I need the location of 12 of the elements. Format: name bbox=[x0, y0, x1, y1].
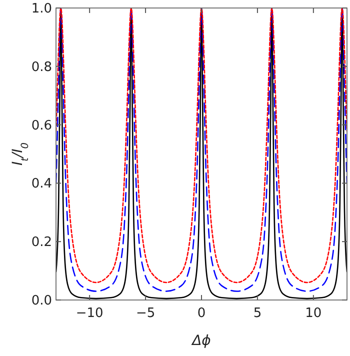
y-tick-label: 0.8 bbox=[31, 60, 52, 75]
y-tick-label: 0.4 bbox=[31, 176, 52, 192]
x-tick-label: −5 bbox=[136, 306, 156, 321]
y-tick-label: 0.0 bbox=[31, 294, 52, 308]
x-tick-label: 5 bbox=[253, 306, 262, 321]
x-tick-label: −10 bbox=[76, 306, 104, 321]
x-axis-title: Δϕ bbox=[191, 333, 211, 349]
x-tick-label: 0 bbox=[197, 306, 206, 321]
x-tick-label: 10 bbox=[305, 306, 322, 321]
y-tick-label: 1.0 bbox=[31, 2, 52, 16]
y-tick-label: 0.6 bbox=[31, 118, 52, 134]
y-tick-label: 0.2 bbox=[31, 235, 52, 250]
